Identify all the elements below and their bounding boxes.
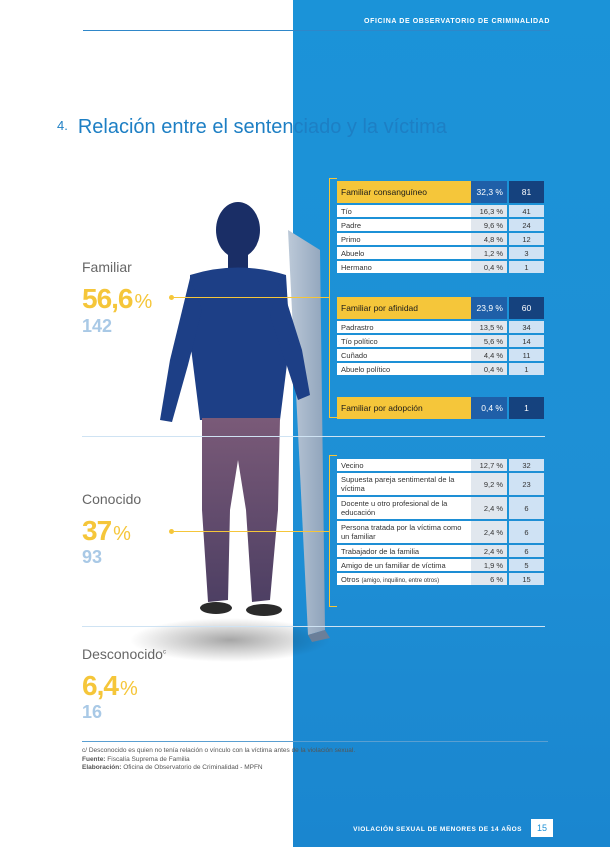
table-row: Padre 9,6 % 24 — [337, 219, 544, 231]
category-familiar-label: Familiar — [82, 259, 132, 275]
table-row: Supuesta pareja sentimental de la víctim… — [337, 473, 544, 495]
group-count: 60 — [507, 297, 544, 319]
category-familiar-count: 142 — [82, 316, 113, 336]
table-row: Cuñado 4,4 % 11 — [337, 349, 544, 361]
category-desconocido-count: 16 — [82, 702, 103, 722]
table-row: Vecino 12,7 % 32 — [337, 459, 544, 471]
header-title: OFICINA DE OBSERVATORIO DE CRIMINALIDAD — [364, 18, 550, 25]
table-header-row: Familiar por afinidad 23,9 % 60 — [337, 297, 544, 319]
table-row: Abuelo 1,2 % 3 — [337, 247, 544, 259]
table-row: Amigo de un familiar de víctima 1,9 % 5 — [337, 559, 544, 571]
leader-dot — [169, 529, 174, 534]
row-note: (amigo, inquilino, entre otros) — [361, 577, 440, 584]
table-row: Persona tratada por la víctima como un f… — [337, 521, 544, 543]
category-desconocido-percent: 6,4% — [82, 670, 138, 701]
conocido-bracket — [329, 455, 337, 607]
footnote: c/ Desconocido es quien no tenía relació… — [82, 747, 355, 773]
man-at-door-illustration — [130, 202, 330, 662]
group-count: 81 — [507, 181, 544, 203]
table-row: Tío político 5,6 % 14 — [337, 335, 544, 347]
table-row: Padrastro 13,5 % 34 — [337, 321, 544, 333]
familiar-bracket — [329, 178, 337, 418]
row-name: Otros — [341, 574, 360, 584]
table-row: Trabajador de la familia 2,4 % 6 — [337, 545, 544, 557]
group-percent: 32,3 % — [471, 181, 507, 203]
table-row: Hermano 0,4 % 1 — [337, 261, 544, 273]
page-number: 15 — [531, 819, 553, 837]
afinidad-table: Familiar por afinidad 23,9 % 60 Padrastr… — [337, 295, 544, 377]
group-count: 1 — [507, 397, 544, 419]
table-row: Primo 4,8 % 12 — [337, 233, 544, 245]
category-conocido-percent: 37% — [82, 515, 131, 546]
category-conocido-label: Conocido — [82, 491, 142, 507]
table-row: Otros (amigo, inquilino, entre otros) 6 … — [337, 573, 544, 585]
conocido-table: Vecino 12,7 % 32 Supuesta pareja sentiment… — [337, 457, 544, 587]
footer-title: VIOLACIÓN SEXUAL DE MENORES DE 14 AÑOS — [353, 826, 522, 833]
group-name: Familiar por afinidad — [337, 297, 471, 319]
footnote-elaboration: Elaboración: Oficina de Observatorio de … — [82, 764, 263, 771]
group-name: Familiar consanguíneo — [337, 181, 471, 203]
blue-background-panel — [293, 0, 610, 847]
table-header-row: Familiar consanguíneo 32,3 % 81 — [337, 181, 544, 203]
table-row: Docente u otro profesional de la educaci… — [337, 497, 544, 519]
section-divider — [82, 436, 545, 437]
section-heading: Relación entre el sentenciado y la vícti… — [77, 116, 447, 138]
category-familiar-percent: 56,6% — [82, 283, 152, 314]
leader-line — [174, 531, 329, 532]
table-row: Tío 16,3 % 41 — [337, 205, 544, 217]
footnote-rule — [82, 741, 548, 742]
table-header-row: Familiar por adopción 0,4 % 1 — [337, 397, 544, 419]
group-percent: 0,4 % — [471, 397, 507, 419]
section-divider — [82, 626, 545, 627]
group-name: Familiar por adopción — [337, 397, 471, 419]
group-percent: 23,9 % — [471, 297, 507, 319]
footnote-note: c/ Desconocido es quien no tenía relació… — [82, 747, 356, 754]
section-title: 4. Relación entre el sentenciado y la víc… — [57, 116, 447, 139]
category-desconocido-label: Desconocidoc — [82, 646, 166, 662]
table-row: Abuelo político 0,4 % 1 — [337, 363, 544, 375]
category-conocido-count: 93 — [82, 547, 103, 567]
familiar-table: Familiar consanguíneo 32,3 % 81 Tío 16,3 … — [337, 179, 544, 275]
header-rule — [83, 30, 550, 31]
leader-line — [174, 297, 329, 298]
adopcion-table: Familiar por adopción 0,4 % 1 — [337, 395, 544, 421]
footnote-source: Fuente: Fiscalía Suprema de Familia — [82, 755, 190, 763]
section-number: 4. — [57, 118, 68, 133]
leader-dot — [169, 295, 174, 300]
